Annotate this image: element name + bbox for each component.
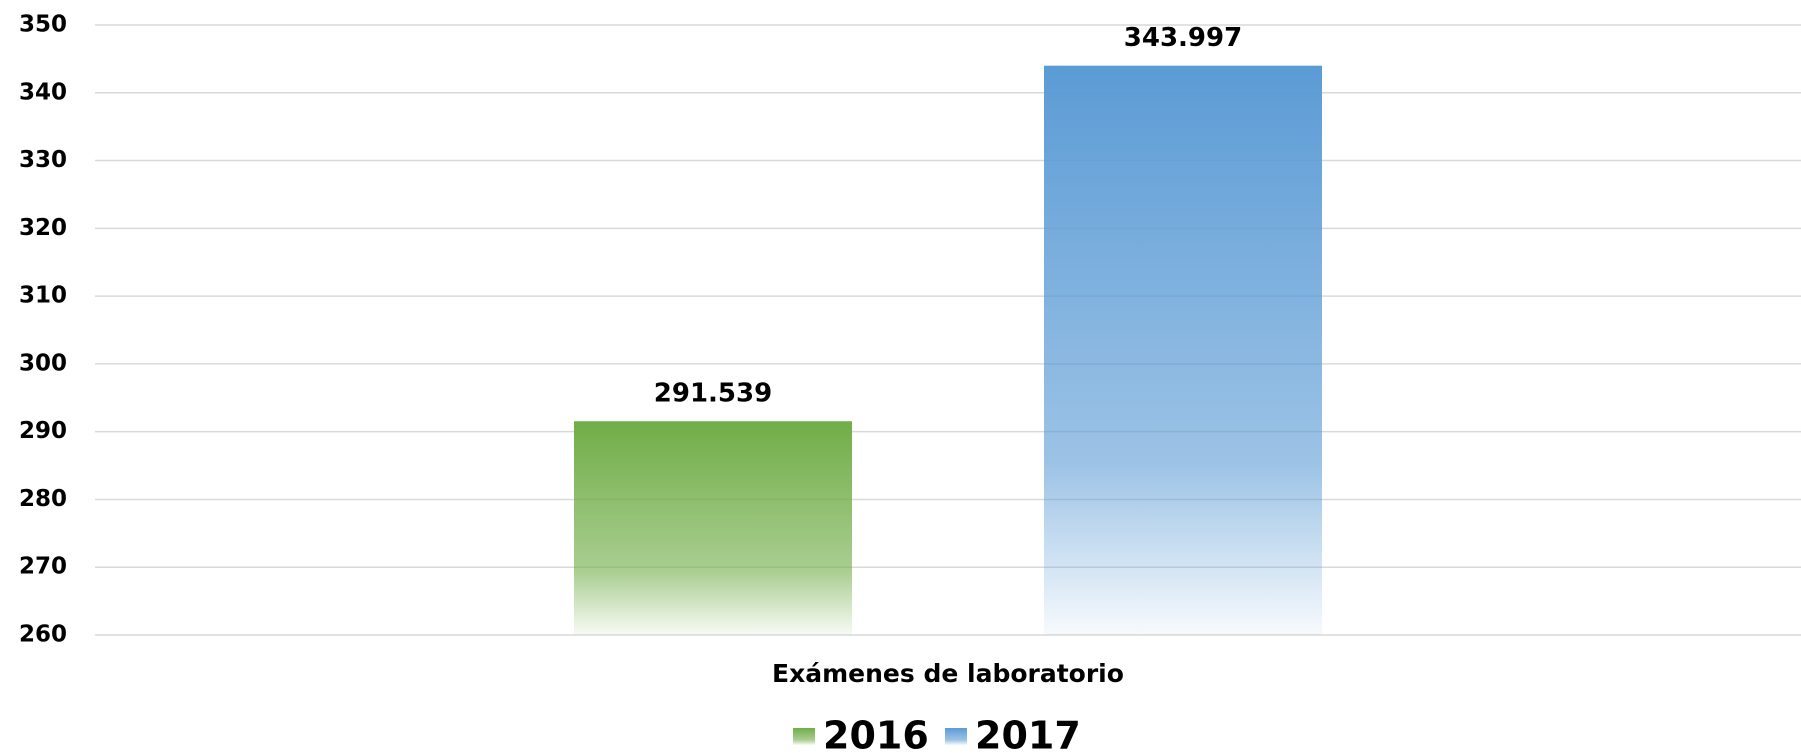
value-label: 291.539: [654, 379, 772, 409]
y-tick-label: 310: [19, 283, 67, 309]
y-tick-label: 300: [19, 350, 67, 376]
x-tick-label: Exámenes de laboratorio: [772, 659, 1124, 688]
legend-swatch: [793, 728, 815, 745]
y-tick-label: 340: [19, 79, 67, 105]
y-tick-label: 270: [19, 554, 67, 580]
bar: [574, 421, 852, 635]
y-tick-label: 320: [19, 215, 67, 241]
bar: [1044, 65, 1322, 635]
legend-swatch: [945, 728, 967, 745]
value-label: 343.997: [1124, 23, 1242, 53]
y-tick-label: 280: [19, 486, 67, 512]
y-tick-label: 330: [19, 147, 67, 173]
y-tick-label: 350: [19, 12, 67, 38]
y-tick-label: 290: [19, 418, 67, 444]
y-tick-label: 260: [19, 622, 67, 648]
legend-label: 2017: [975, 714, 1081, 755]
legend-label: 2016: [823, 714, 929, 755]
